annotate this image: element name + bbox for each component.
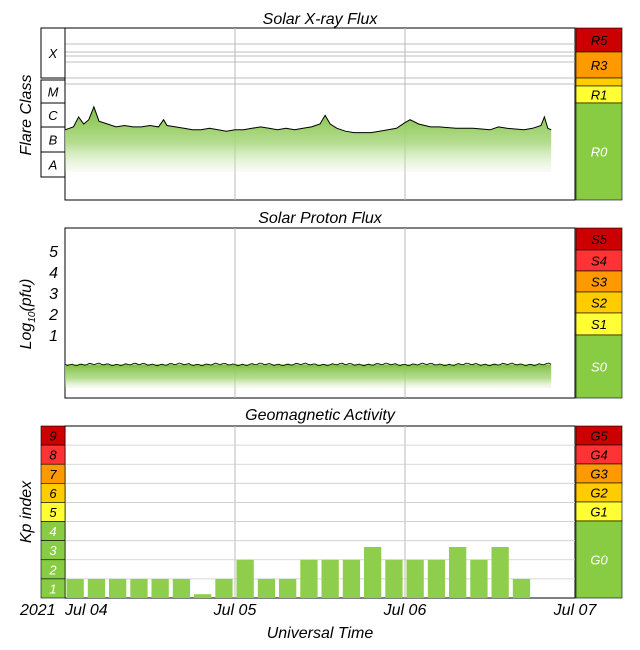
scale-cell-R0 — [575, 102, 623, 201]
scale-label-R3: R3 — [591, 58, 608, 73]
kp-bar — [406, 559, 424, 598]
geomag-title: Geomagnetic Activity — [245, 407, 396, 424]
flare-class-label-B: B — [49, 133, 58, 148]
proton-ytick-5: 5 — [49, 244, 58, 261]
kp-level-label-9: 9 — [49, 429, 56, 444]
proton-ytick-1: 1 — [49, 328, 58, 345]
x-tick-labels: Jul 04 Jul 05 Jul 06 Jul 07 — [64, 602, 597, 619]
kp-level-label-3: 3 — [49, 543, 57, 558]
scale-label-S5: S5 — [591, 232, 608, 247]
kp-bar — [512, 578, 531, 598]
flare-class-label-C: C — [48, 108, 58, 123]
scale-label-S3: S3 — [591, 275, 608, 290]
geomag-ylabel: Kp index — [18, 480, 35, 543]
scale-label-R1: R1 — [591, 88, 608, 103]
proton-ytick-4: 4 — [49, 265, 58, 282]
kp-bar — [342, 559, 361, 598]
kp-level-label-1: 1 — [49, 581, 56, 596]
kp-bar — [470, 559, 488, 598]
scale-cell-R2 — [575, 77, 623, 87]
proton-flux-line — [64, 362, 552, 367]
scale-label-G2: G2 — [590, 486, 608, 501]
kp-bar — [449, 547, 467, 598]
xray-flux-line — [64, 105, 552, 134]
kp-level-label-2: 2 — [48, 562, 57, 577]
scale-cell-G0 — [575, 520, 623, 599]
scale-label-G4: G4 — [590, 448, 607, 463]
kp-bar — [87, 578, 106, 598]
kp-bar — [279, 578, 297, 598]
xray-flux-area — [65, 106, 552, 172]
x-year-label: 2021 — [19, 602, 56, 619]
flare-class-box-C — [40, 102, 66, 128]
kp-level-label-8: 8 — [49, 448, 57, 463]
kp-bar — [109, 578, 127, 598]
plot-frame — [64, 27, 576, 201]
proton-panel: 5 4 3 2 1 S5 S4 S3 S2 S1 S0 — [48, 227, 623, 399]
scale-cell-S0 — [575, 334, 623, 399]
proton-ylabel-sub: 10 — [27, 311, 38, 323]
proton-ylabel-base: Log — [18, 323, 35, 350]
kp-bar — [172, 578, 191, 598]
kp-bar — [427, 559, 446, 598]
kp-bar — [151, 578, 169, 598]
kp-level-label-6: 6 — [49, 486, 57, 501]
kp-bar — [236, 559, 254, 598]
flare-class-label-X: X — [48, 46, 59, 61]
scale-label-S2: S2 — [591, 296, 608, 311]
scale-label-G3: G3 — [590, 467, 608, 482]
plot-frame — [64, 425, 576, 599]
x-axis-label: Universal Time — [267, 625, 374, 642]
proton-flux-area — [65, 364, 552, 388]
scale-label-S1: S1 — [591, 317, 607, 332]
scale-label-S0: S0 — [591, 360, 608, 375]
xray-ylabel: Flare Class — [18, 75, 35, 156]
kp-bar — [364, 547, 382, 598]
flare-class-label-A: A — [48, 158, 58, 173]
x-tick-label: Jul 05 — [213, 602, 257, 619]
x-tick-label: Jul 06 — [383, 602, 427, 619]
proton-ylabel: Log10(pfu) — [18, 279, 38, 350]
kp-level-label-4: 4 — [49, 524, 56, 539]
geomag-panel: 9 8 7 6 5 4 3 2 1 G5 G4 G3 G2 G1 G0 — [40, 425, 623, 599]
x-tick-label: Jul 07 — [553, 602, 598, 619]
scale-label-R5: R5 — [591, 33, 608, 48]
kp-bar — [491, 547, 509, 598]
scale-cell-R5 — [575, 27, 623, 53]
proton-ytick-2: 2 — [48, 307, 58, 324]
kp-bar — [257, 578, 276, 598]
kp-bar — [66, 578, 84, 598]
proton-ytick-3: 3 — [49, 286, 58, 303]
kp-bar — [215, 578, 233, 598]
kp-bar — [300, 559, 318, 598]
x-tick-label: Jul 04 — [64, 602, 108, 619]
kp-level-label-7: 7 — [49, 467, 57, 482]
kp-bar — [385, 559, 403, 598]
flare-class-label-M: M — [48, 85, 59, 100]
proton-ylabel-unit: (pfu) — [18, 279, 35, 312]
kp-bar — [194, 594, 212, 598]
scale-label-S4: S4 — [591, 254, 607, 269]
kp-level-cell-1 — [40, 578, 66, 599]
kp-bar — [130, 578, 148, 598]
flare-class-box-X — [40, 27, 66, 79]
scale-label-R0: R0 — [591, 145, 608, 160]
xray-title: Solar X-ray Flux — [263, 11, 379, 28]
scale-label-G0: G0 — [590, 553, 608, 568]
scale-label-G5: G5 — [590, 429, 608, 444]
scale-label-G1: G1 — [590, 505, 607, 520]
kp-bar — [321, 559, 339, 598]
kp-level-label-5: 5 — [49, 505, 57, 520]
flare-class-box-A — [40, 151, 66, 178]
proton-title: Solar Proton Flux — [258, 210, 383, 227]
